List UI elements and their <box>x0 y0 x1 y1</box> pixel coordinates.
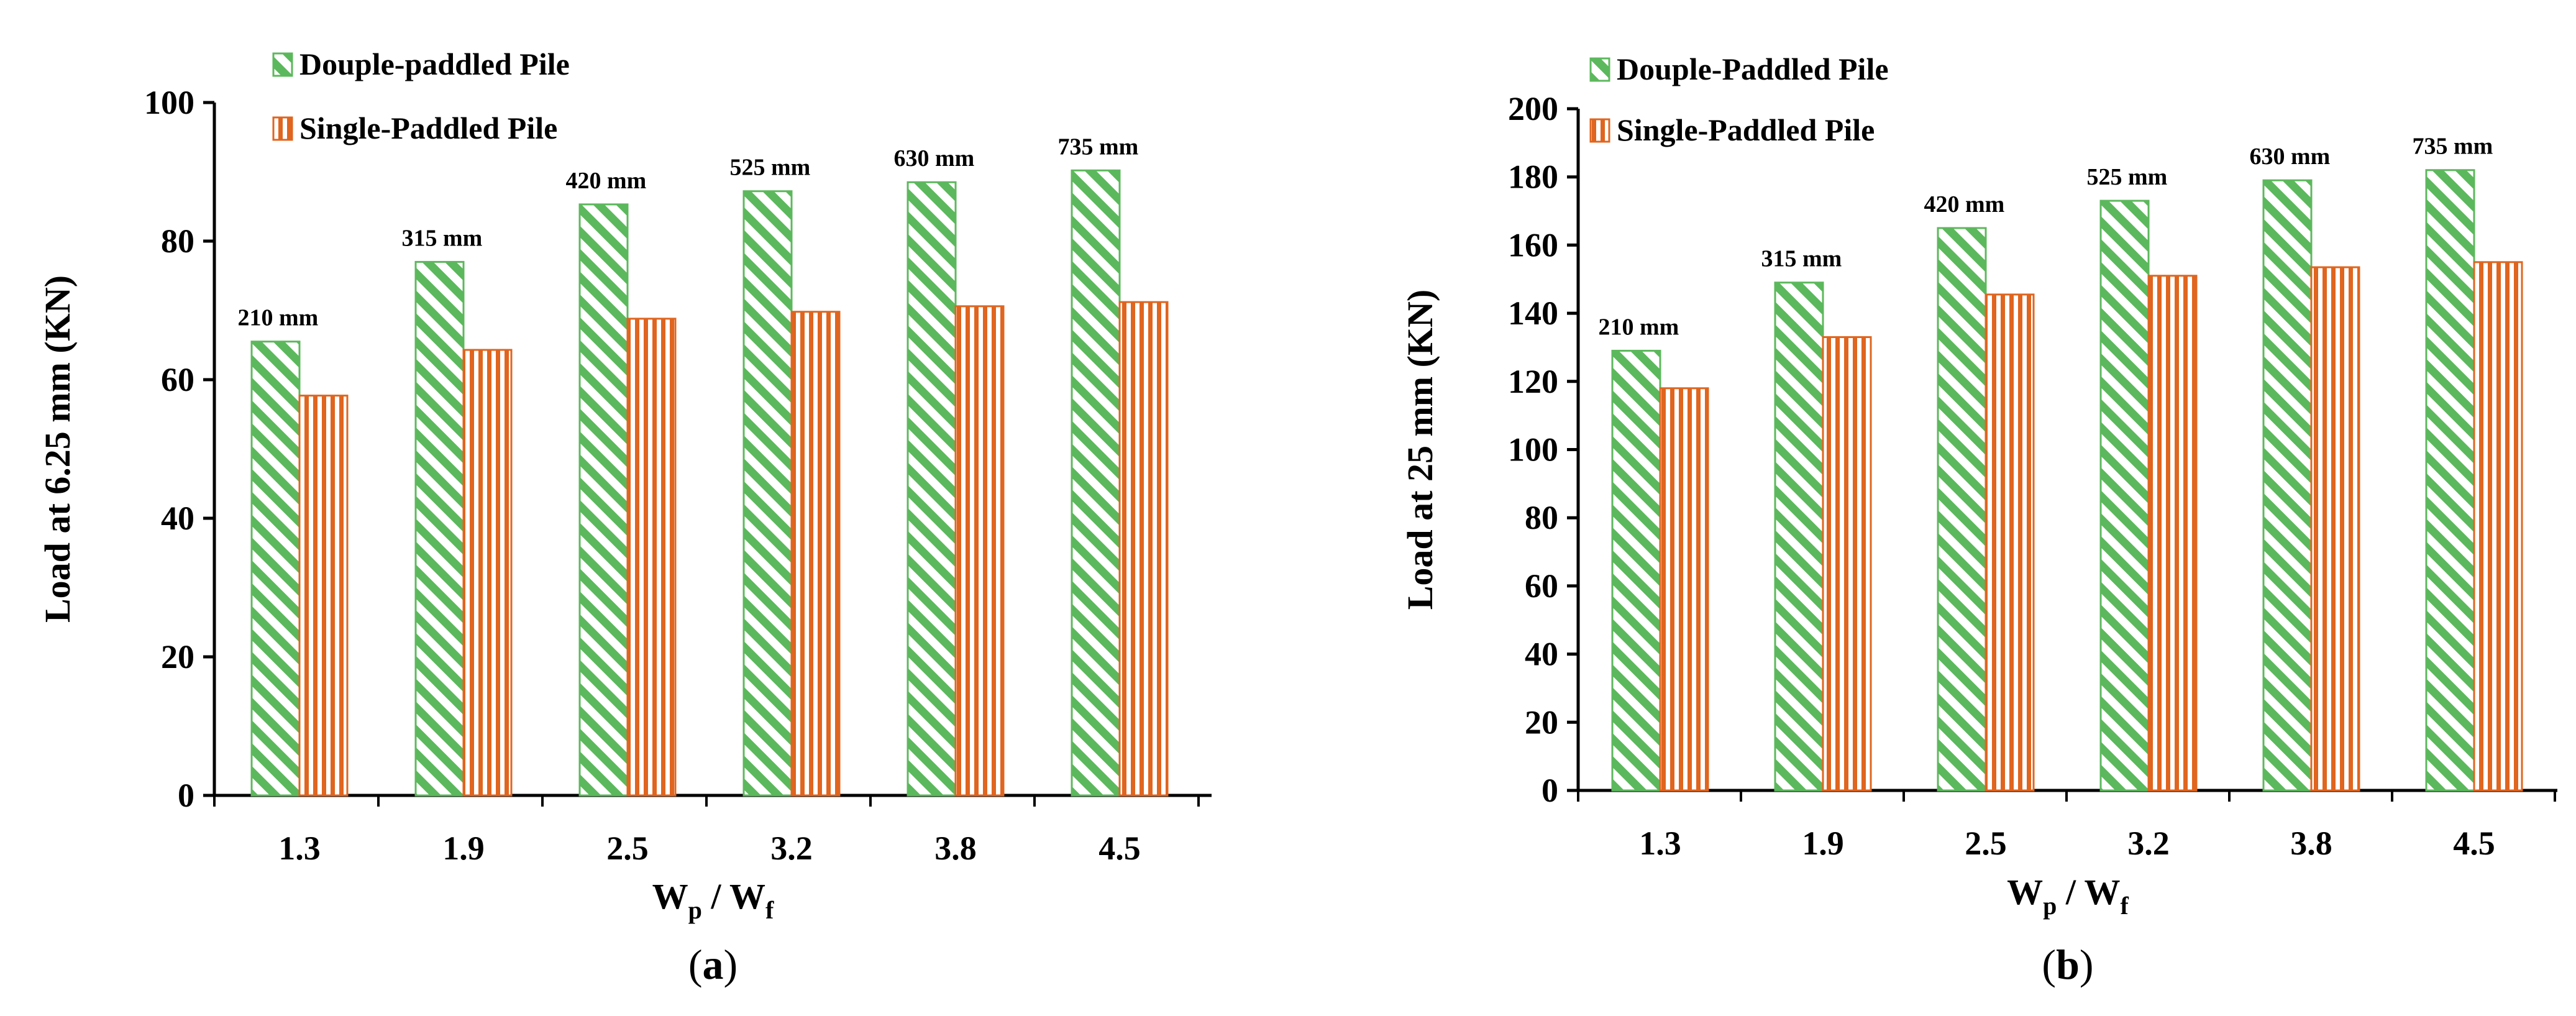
x-axis-title-sep: / <box>702 876 729 917</box>
x-tick-label: 1.3 <box>1639 825 1681 862</box>
y-tick-label: 20 <box>1525 703 1558 741</box>
bar-douple-a-1.9 <box>414 260 465 797</box>
x-tick-label: 3.8 <box>2290 825 2332 862</box>
bar-annotation: 210 mm <box>1598 314 1679 340</box>
y-tick-label: 100 <box>1508 431 1558 469</box>
x-tick-label: 3.2 <box>770 830 813 867</box>
bar-single-a-1.3 <box>298 395 349 797</box>
y-tick-label: 20 <box>161 638 194 675</box>
legend-swatch-single <box>1589 118 1610 143</box>
bar-single-a-3.8 <box>954 305 1005 797</box>
legend-swatch-douple <box>1589 57 1610 82</box>
bar-douple-b-2.5 <box>1937 227 1987 792</box>
bar-annotation: 420 mm <box>1924 191 2004 217</box>
x-axis-title-base1: W <box>2007 872 2043 912</box>
bar-annotation: 525 mm <box>2086 164 2167 190</box>
bar-annotation: 525 mm <box>729 155 810 181</box>
y-tick-label: 40 <box>161 500 194 537</box>
y-tick-label: 140 <box>1508 295 1558 332</box>
y-axis-title: Load at 6.25 mm (KN) <box>37 275 78 623</box>
legend-swatch-douple <box>272 52 293 77</box>
bar-douple-a-3.8 <box>907 181 957 797</box>
y-tick-label: 60 <box>161 361 194 398</box>
bar-annotation: 735 mm <box>2412 134 2493 160</box>
panel-label: (b) <box>2042 941 2093 988</box>
x-tick-label: 1.9 <box>442 830 485 867</box>
panel-label-open: ( <box>688 941 703 988</box>
panel-label-close: ) <box>2080 941 2094 988</box>
x-axis-title: Wp / Wf <box>652 876 774 924</box>
bar-single-a-2.5 <box>626 318 677 797</box>
legend-label-single: Single-Paddled Pile <box>1617 112 1875 147</box>
x-tick-label: 3.8 <box>934 830 977 867</box>
x-tick-label: 1.9 <box>1802 825 1844 862</box>
bar-douple-a-2.5 <box>578 203 629 797</box>
x-tick-label: 4.5 <box>2453 825 2495 862</box>
x-axis-title-sub2: f <box>765 896 774 924</box>
y-tick-label: 120 <box>1508 363 1558 400</box>
panel-label-close: ) <box>724 941 738 988</box>
x-tick-label: 1.3 <box>278 830 321 867</box>
x-tick-label: 2.5 <box>1965 825 2007 862</box>
bar-annotation: 210 mm <box>237 305 318 331</box>
y-tick-label: 100 <box>144 84 194 121</box>
bar-douple-b-1.9 <box>1774 281 1824 792</box>
x-axis-title-base2: W <box>729 876 765 917</box>
y-axis-title: Load at 25 mm (KN) <box>1400 290 1440 610</box>
bar-douple-b-1.3 <box>1611 349 1661 792</box>
chart-panel-a: 0 20 40 60 80 100 210 mm 1.3 315 mm 1.9 420 mm 2.5 5… <box>37 47 1212 988</box>
y-tick-label: 160 <box>1508 226 1558 263</box>
chart-panel-b: 0 20 40 60 80 100 120 140 160 180 200 210 mm 1.3 315 … <box>1400 52 2557 988</box>
y-tick-label: 0 <box>178 777 194 814</box>
bar-annotation: 315 mm <box>1761 246 1842 272</box>
bar-single-b-1.9 <box>1822 336 1872 792</box>
legend-label-douple: Douple-Paddled Pile <box>1617 52 1889 86</box>
bar-douple-b-3.2 <box>2099 199 2150 792</box>
bar-annotation: 735 mm <box>1057 134 1138 160</box>
panel-label: (a) <box>688 941 738 988</box>
x-tick-label: 3.2 <box>2127 825 2170 862</box>
x-axis-title: Wp / Wf <box>2007 872 2129 920</box>
x-axis-title-sub2: f <box>2121 892 2129 920</box>
panel-label-letter: a <box>703 941 724 988</box>
bar-single-b-3.8 <box>2310 266 2360 792</box>
legend-label-single: Single-Paddled Pile <box>299 111 557 145</box>
bar-single-b-2.5 <box>1985 293 2035 792</box>
y-tick-label: 80 <box>161 222 194 260</box>
panel-label-letter: b <box>2056 941 2080 988</box>
x-axis-title-sub1: p <box>688 896 702 924</box>
x-axis-title-sub1: p <box>2043 892 2057 920</box>
x-axis-title-base2: W <box>2085 872 2121 912</box>
x-tick-label: 4.5 <box>1098 830 1141 867</box>
bar-douple-b-3.8 <box>2262 179 2313 792</box>
bar-annotation: 315 mm <box>401 225 482 251</box>
x-tick-label: 2.5 <box>606 830 649 867</box>
bar-single-b-3.2 <box>2147 275 2198 792</box>
legend-label-douple: Douple-paddled Pile <box>299 47 570 81</box>
bar-single-b-4.5 <box>2473 261 2523 792</box>
legend-swatch-single <box>272 116 293 141</box>
bar-annotation: 630 mm <box>893 145 974 172</box>
x-axis-title-base1: W <box>652 876 688 917</box>
bar-douple-b-4.5 <box>2425 169 2475 792</box>
bar-single-a-4.5 <box>1118 301 1169 797</box>
y-tick-label: 40 <box>1525 636 1558 673</box>
bar-annotation: 630 mm <box>2249 144 2330 170</box>
x-axis-title-sep: / <box>2057 872 2084 912</box>
y-tick-label: 180 <box>1508 158 1558 196</box>
panel-label-open: ( <box>2042 941 2056 988</box>
y-tick-label: 0 <box>1541 772 1558 809</box>
y-tick-label: 200 <box>1508 90 1558 127</box>
bar-douple-a-4.5 <box>1071 169 1121 797</box>
y-tick-label: 60 <box>1525 567 1558 605</box>
bar-single-a-3.2 <box>790 311 841 797</box>
bar-single-b-1.3 <box>1659 387 1709 792</box>
bar-douple-a-1.3 <box>250 341 301 797</box>
bar-single-a-1.9 <box>462 349 513 797</box>
y-tick-label: 80 <box>1525 499 1558 536</box>
bar-douple-a-3.2 <box>742 190 793 797</box>
bar-annotation: 420 mm <box>565 168 646 194</box>
